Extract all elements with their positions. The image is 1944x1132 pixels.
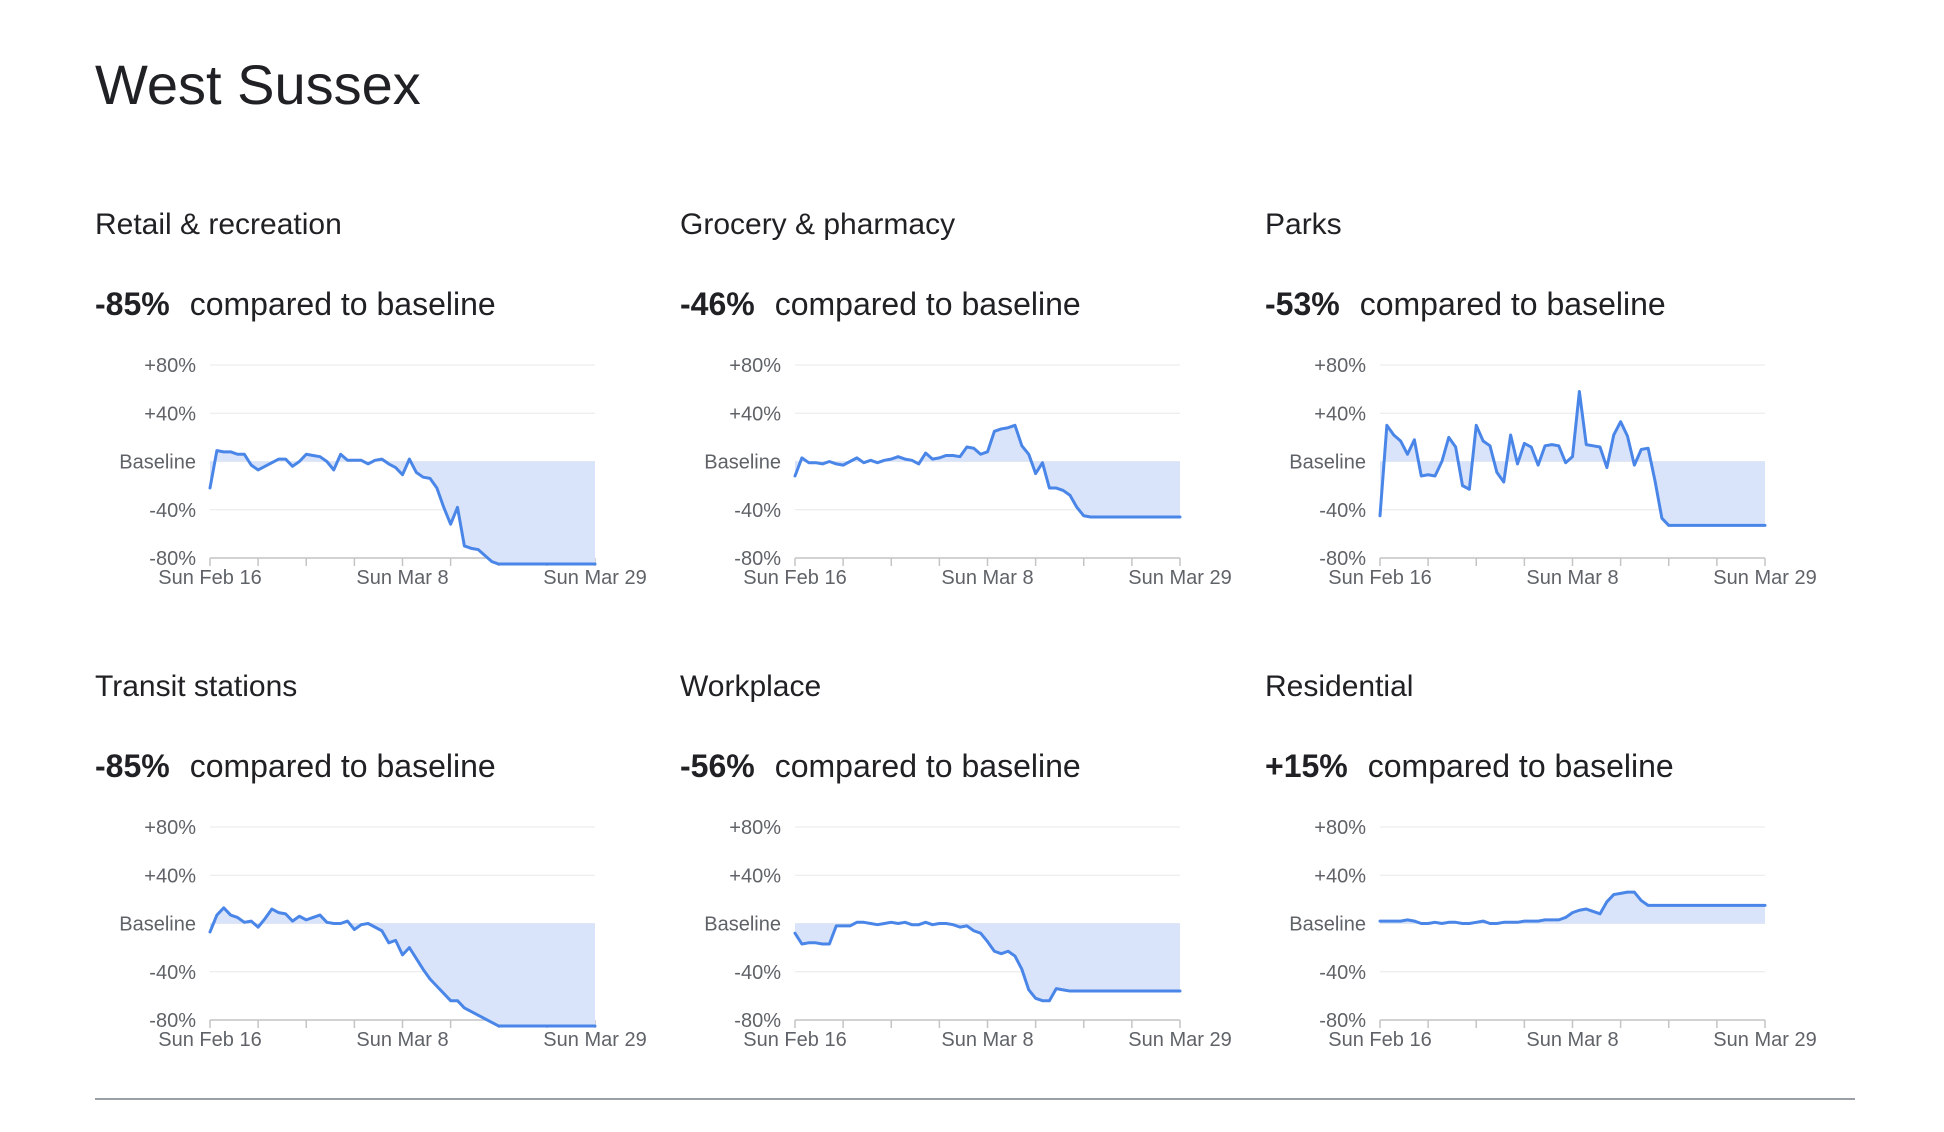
series-area bbox=[210, 450, 595, 565]
stat-value: -53% bbox=[1265, 286, 1340, 322]
x-tick-label: Sun Feb 16 bbox=[158, 567, 261, 589]
panel-title: Residential bbox=[1265, 670, 1414, 703]
series-area bbox=[210, 907, 595, 1027]
y-tick-label: Baseline bbox=[704, 452, 781, 474]
panel-title: Retail & recreation bbox=[95, 208, 342, 241]
stat-text: compared to baseline bbox=[774, 286, 1081, 322]
y-tick-label: -40% bbox=[734, 962, 781, 984]
series-line bbox=[793, 423, 1182, 519]
x-tick-label: Sun Feb 16 bbox=[743, 1029, 846, 1051]
panel-retail-recreation: Retail & recreation -85% compared to base… bbox=[95, 208, 655, 658]
stat-value: -56% bbox=[680, 748, 755, 784]
x-tick-label: Sun Mar 29 bbox=[1713, 567, 1816, 589]
series-line bbox=[793, 920, 1182, 1003]
y-tick-label: Baseline bbox=[704, 914, 781, 936]
y-tick-label: +80% bbox=[1314, 817, 1366, 839]
stat-text: compared to baseline bbox=[189, 748, 496, 784]
stat-value: -85% bbox=[95, 748, 170, 784]
stat-row: -46% compared to baseline bbox=[680, 286, 1081, 323]
panel-grocery-pharmacy: Grocery & pharmacy -46% compared to basel… bbox=[680, 208, 1240, 658]
y-tick-label: Baseline bbox=[1289, 452, 1366, 474]
y-tick-label: +40% bbox=[1314, 403, 1366, 425]
stat-text: compared to baseline bbox=[1359, 286, 1666, 322]
series-line bbox=[1378, 890, 1767, 925]
x-tick-label: Sun Mar 29 bbox=[1128, 1029, 1231, 1051]
mobility-chart: +80% +40% Baseline -40% -80%Sun Feb 16 Sun Ma… bbox=[119, 817, 646, 1051]
panel-title: Workplace bbox=[680, 670, 822, 703]
panel-residential: Residential +15% compared to baseline +80… bbox=[1265, 670, 1825, 1120]
y-tick-label: -40% bbox=[1319, 962, 1366, 984]
stat-text: compared to baseline bbox=[189, 286, 496, 322]
panel-workplace: Workplace -56% compared to baseline +80% +… bbox=[680, 670, 1240, 1120]
stat-row: -85% compared to baseline bbox=[95, 748, 496, 785]
stat-row: -56% compared to baseline bbox=[680, 748, 1081, 785]
y-tick-label: -40% bbox=[1319, 500, 1366, 522]
y-tick-label: +80% bbox=[1314, 355, 1366, 377]
x-tick-label: Sun Mar 8 bbox=[356, 1029, 448, 1051]
x-tick-label: Sun Mar 8 bbox=[1526, 567, 1618, 589]
y-tick-label: -80% bbox=[1319, 548, 1366, 570]
series-area bbox=[1380, 892, 1765, 924]
stat-row: +15% compared to baseline bbox=[1265, 748, 1674, 785]
mobility-chart: +80% +40% Baseline -40% -80%Sun Feb 16 Sun Ma… bbox=[704, 355, 1231, 589]
panel-transit-stations: Transit stations -85% compared to baselin… bbox=[95, 670, 655, 1120]
panel-title: Parks bbox=[1265, 208, 1342, 241]
x-tick-label: Sun Feb 16 bbox=[743, 567, 846, 589]
series-line bbox=[208, 449, 597, 566]
stat-row: -53% compared to baseline bbox=[1265, 286, 1666, 323]
x-tick-label: Sun Feb 16 bbox=[158, 1029, 261, 1051]
y-tick-label: -40% bbox=[734, 500, 781, 522]
y-tick-label: +80% bbox=[729, 355, 781, 377]
y-tick-label: +80% bbox=[144, 817, 196, 839]
y-tick-label: +40% bbox=[144, 403, 196, 425]
x-tick-label: Sun Mar 29 bbox=[1128, 567, 1231, 589]
mobility-chart: +80% +40% Baseline -40% -80%Sun Feb 16 Sun Ma… bbox=[1289, 355, 1816, 589]
bottom-divider bbox=[95, 1098, 1855, 1100]
y-tick-label: +80% bbox=[144, 355, 196, 377]
y-tick-label: -40% bbox=[149, 962, 196, 984]
stat-value: +15% bbox=[1265, 748, 1348, 784]
y-tick-label: +40% bbox=[1314, 865, 1366, 887]
panel-parks: Parks -53% compared to baseline +80% +40% B… bbox=[1265, 208, 1825, 658]
x-tick-label: Sun Mar 8 bbox=[941, 1029, 1033, 1051]
y-tick-label: -80% bbox=[1319, 1010, 1366, 1032]
x-tick-label: Sun Mar 8 bbox=[356, 567, 448, 589]
y-tick-label: Baseline bbox=[119, 914, 196, 936]
y-tick-label: +80% bbox=[729, 817, 781, 839]
y-tick-label: -80% bbox=[734, 548, 781, 570]
series-area bbox=[795, 922, 1180, 1001]
stat-value: -46% bbox=[680, 286, 755, 322]
x-tick-label: Sun Mar 8 bbox=[1526, 1029, 1618, 1051]
series-area bbox=[795, 425, 1180, 517]
y-tick-label: Baseline bbox=[119, 452, 196, 474]
x-tick-label: Sun Mar 8 bbox=[941, 567, 1033, 589]
y-tick-label: -40% bbox=[149, 500, 196, 522]
y-tick-label: +40% bbox=[729, 865, 781, 887]
x-tick-label: Sun Mar 29 bbox=[543, 567, 646, 589]
series-line bbox=[1378, 390, 1767, 527]
y-tick-label: Baseline bbox=[1289, 914, 1366, 936]
stat-row: -85% compared to baseline bbox=[95, 286, 496, 323]
y-tick-label: -80% bbox=[149, 1010, 196, 1032]
mobility-chart: +80% +40% Baseline -40% -80%Sun Feb 16 Sun Ma… bbox=[119, 355, 646, 589]
y-tick-label: +40% bbox=[729, 403, 781, 425]
mobility-chart: +80% +40% Baseline -40% -80%Sun Feb 16 Sun Ma… bbox=[704, 817, 1231, 1051]
page-title: West Sussex bbox=[95, 53, 421, 116]
y-tick-label: +40% bbox=[144, 865, 196, 887]
x-tick-label: Sun Mar 29 bbox=[1713, 1029, 1816, 1051]
panel-title: Grocery & pharmacy bbox=[680, 208, 956, 241]
y-tick-label: -80% bbox=[734, 1010, 781, 1032]
series-line bbox=[208, 906, 597, 1028]
x-tick-label: Sun Mar 29 bbox=[543, 1029, 646, 1051]
x-tick-label: Sun Feb 16 bbox=[1328, 1029, 1431, 1051]
x-tick-label: Sun Feb 16 bbox=[1328, 567, 1431, 589]
stat-value: -85% bbox=[95, 286, 170, 322]
y-tick-label: -80% bbox=[149, 548, 196, 570]
stat-text: compared to baseline bbox=[1367, 748, 1674, 784]
stat-text: compared to baseline bbox=[774, 748, 1081, 784]
panel-title: Transit stations bbox=[95, 670, 298, 703]
mobility-chart: +80% +40% Baseline -40% -80%Sun Feb 16 Sun Ma… bbox=[1289, 817, 1816, 1051]
